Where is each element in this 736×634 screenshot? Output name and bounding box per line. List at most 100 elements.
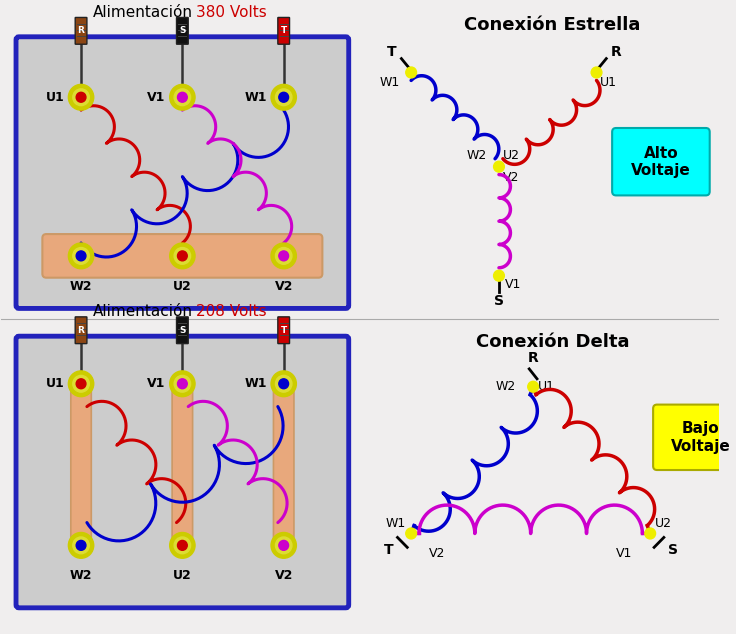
Circle shape — [177, 93, 187, 102]
Text: Alto
Voltaje: Alto Voltaje — [631, 145, 691, 178]
Circle shape — [177, 251, 187, 261]
Text: S: S — [179, 326, 185, 335]
Text: V1: V1 — [147, 377, 166, 391]
FancyBboxPatch shape — [277, 18, 289, 44]
FancyBboxPatch shape — [16, 37, 349, 308]
Text: Bajo
Voltaje: Bajo Voltaje — [671, 421, 731, 453]
Text: Alimentación: Alimentación — [93, 5, 193, 20]
Text: W2: W2 — [70, 280, 92, 293]
Circle shape — [76, 93, 86, 102]
Text: V1: V1 — [147, 91, 166, 104]
Circle shape — [170, 243, 195, 269]
Circle shape — [494, 270, 504, 281]
Circle shape — [170, 533, 195, 559]
Text: W2: W2 — [70, 569, 92, 582]
Circle shape — [174, 89, 191, 106]
FancyBboxPatch shape — [653, 404, 736, 470]
Circle shape — [406, 67, 417, 78]
FancyBboxPatch shape — [172, 377, 193, 552]
Circle shape — [275, 537, 292, 553]
Text: V2: V2 — [503, 171, 519, 184]
FancyBboxPatch shape — [274, 377, 294, 552]
Text: U2: U2 — [503, 149, 520, 162]
Text: Alimentación: Alimentación — [93, 304, 193, 320]
Circle shape — [279, 378, 289, 389]
Text: W2: W2 — [467, 149, 487, 162]
Text: R: R — [77, 326, 85, 335]
Circle shape — [174, 375, 191, 392]
Circle shape — [275, 89, 292, 106]
Text: S: S — [668, 543, 678, 557]
Circle shape — [68, 533, 93, 559]
Text: W1: W1 — [244, 377, 267, 391]
Text: Conexión Estrella: Conexión Estrella — [464, 16, 641, 34]
Text: W2: W2 — [495, 380, 515, 393]
Text: U1: U1 — [46, 91, 65, 104]
Circle shape — [494, 161, 504, 172]
Circle shape — [73, 247, 89, 264]
Text: U1: U1 — [599, 77, 617, 89]
Text: T: T — [384, 543, 394, 557]
FancyBboxPatch shape — [75, 317, 87, 344]
FancyBboxPatch shape — [177, 18, 188, 44]
Text: U2: U2 — [173, 569, 192, 582]
Circle shape — [76, 251, 86, 261]
Circle shape — [73, 89, 89, 106]
FancyBboxPatch shape — [612, 128, 710, 195]
Circle shape — [76, 540, 86, 550]
Circle shape — [170, 371, 195, 397]
Circle shape — [645, 528, 656, 539]
FancyBboxPatch shape — [16, 336, 349, 608]
Circle shape — [174, 537, 191, 553]
Circle shape — [76, 378, 86, 389]
Text: V1: V1 — [505, 278, 521, 291]
Text: T: T — [280, 326, 287, 335]
Text: U2: U2 — [173, 280, 192, 293]
Circle shape — [275, 247, 292, 264]
Text: R: R — [611, 44, 622, 58]
Text: T: T — [280, 27, 287, 36]
Text: S: S — [494, 294, 504, 307]
Text: W1: W1 — [386, 517, 406, 529]
Text: V1: V1 — [616, 547, 633, 560]
FancyBboxPatch shape — [71, 377, 91, 552]
Circle shape — [279, 251, 289, 261]
Text: V2: V2 — [275, 280, 293, 293]
Text: R: R — [528, 351, 539, 365]
Text: U1: U1 — [538, 380, 555, 393]
Circle shape — [177, 378, 187, 389]
Text: 208 Volts: 208 Volts — [196, 304, 266, 320]
FancyBboxPatch shape — [75, 18, 87, 44]
Text: W1: W1 — [379, 77, 400, 89]
Circle shape — [271, 533, 297, 559]
Circle shape — [279, 540, 289, 550]
Text: U1: U1 — [46, 377, 65, 391]
Circle shape — [177, 540, 187, 550]
Circle shape — [271, 371, 297, 397]
Circle shape — [170, 84, 195, 110]
Circle shape — [73, 537, 89, 553]
Circle shape — [279, 93, 289, 102]
Circle shape — [73, 375, 89, 392]
Circle shape — [68, 371, 93, 397]
Circle shape — [271, 84, 297, 110]
Circle shape — [275, 375, 292, 392]
Circle shape — [406, 528, 417, 539]
Text: V2: V2 — [428, 547, 445, 560]
FancyBboxPatch shape — [43, 234, 322, 278]
Text: V2: V2 — [275, 569, 293, 582]
Circle shape — [271, 243, 297, 269]
Circle shape — [174, 247, 191, 264]
Circle shape — [68, 243, 93, 269]
Text: W1: W1 — [244, 91, 267, 104]
Circle shape — [591, 67, 602, 78]
Text: R: R — [77, 27, 85, 36]
Circle shape — [528, 381, 539, 392]
Text: T: T — [387, 44, 397, 58]
Text: U2: U2 — [655, 517, 672, 529]
Text: S: S — [179, 27, 185, 36]
Text: 380 Volts: 380 Volts — [196, 5, 266, 20]
FancyBboxPatch shape — [277, 317, 289, 344]
FancyBboxPatch shape — [177, 317, 188, 344]
Text: Conexión Delta: Conexión Delta — [476, 333, 629, 351]
